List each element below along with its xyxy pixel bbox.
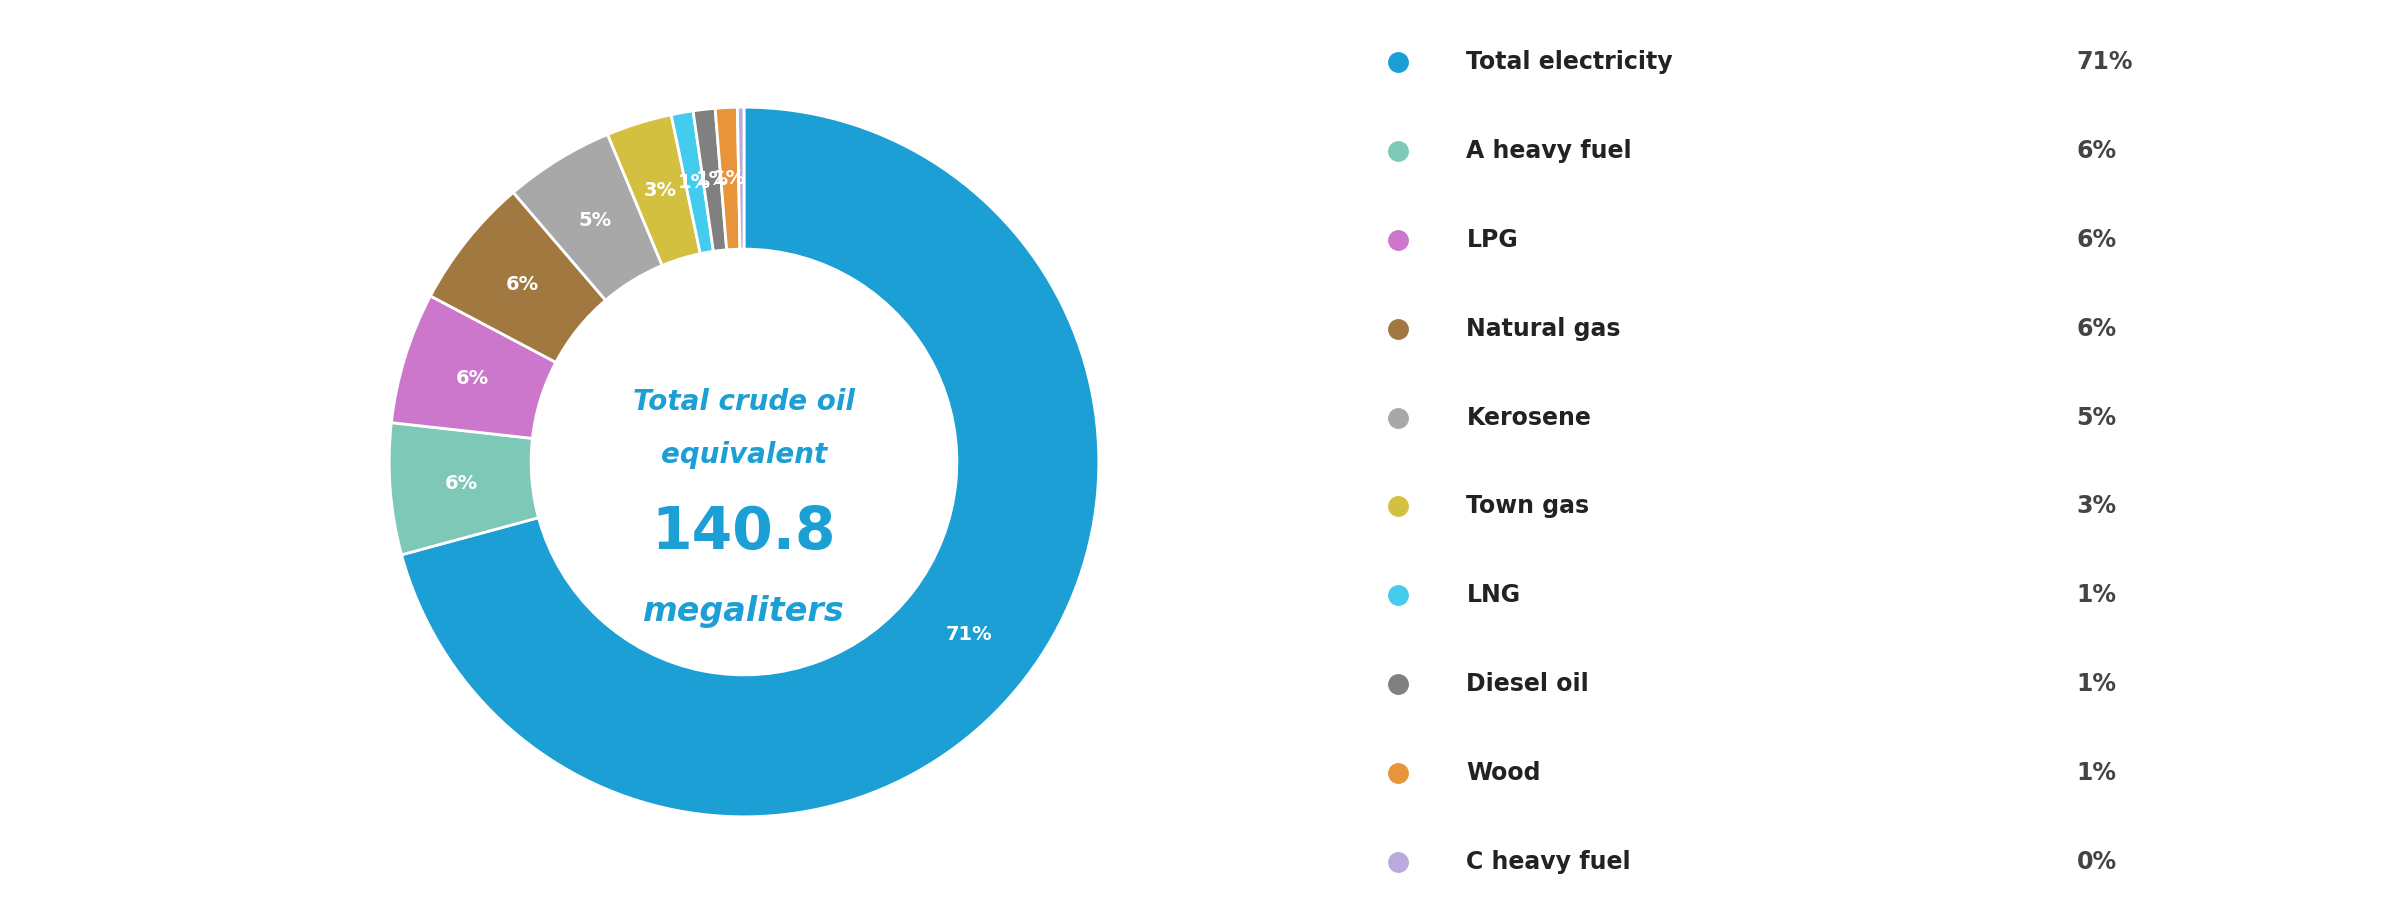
Text: 1%: 1% (2076, 583, 2117, 607)
Text: 5%: 5% (2076, 406, 2117, 430)
Text: Wood: Wood (1466, 760, 1541, 784)
Text: megaliters: megaliters (643, 594, 845, 627)
Text: 3%: 3% (643, 181, 677, 201)
Text: 6%: 6% (506, 275, 540, 294)
Text: 1%: 1% (696, 170, 730, 189)
Text: Total electricity: Total electricity (1466, 51, 1673, 75)
Wedge shape (391, 296, 557, 438)
Text: equivalent: equivalent (660, 441, 828, 468)
Wedge shape (514, 135, 662, 300)
Text: 6%: 6% (444, 474, 478, 493)
Text: Town gas: Town gas (1466, 494, 1589, 518)
Text: Diesel oil: Diesel oil (1466, 672, 1589, 696)
Wedge shape (607, 115, 701, 265)
Text: 1%: 1% (2076, 672, 2117, 696)
Text: C heavy fuel: C heavy fuel (1466, 849, 1632, 873)
Text: 6%: 6% (2076, 140, 2117, 164)
Text: 6%: 6% (2076, 317, 2117, 341)
Text: 140.8: 140.8 (653, 505, 835, 562)
Text: LPG: LPG (1466, 228, 1519, 252)
Text: 71%: 71% (946, 625, 994, 644)
Wedge shape (694, 108, 727, 251)
Text: Kerosene: Kerosene (1466, 406, 1591, 430)
Wedge shape (389, 422, 538, 554)
Text: Total crude oil: Total crude oil (634, 388, 854, 416)
Text: 1%: 1% (713, 169, 746, 188)
Text: 71%: 71% (2076, 51, 2134, 75)
Text: LNG: LNG (1466, 583, 1522, 607)
Wedge shape (430, 192, 605, 362)
Wedge shape (737, 107, 744, 249)
Wedge shape (401, 107, 1099, 817)
Text: 0%: 0% (2076, 849, 2117, 873)
Text: 6%: 6% (456, 369, 490, 388)
Text: 5%: 5% (578, 211, 612, 230)
Text: 1%: 1% (2076, 760, 2117, 784)
Text: 3%: 3% (2076, 494, 2117, 518)
Wedge shape (715, 107, 739, 249)
Text: 6%: 6% (2076, 228, 2117, 252)
Text: Natural gas: Natural gas (1466, 317, 1620, 341)
Wedge shape (672, 111, 713, 254)
Text: 1%: 1% (677, 173, 710, 192)
Text: A heavy fuel: A heavy fuel (1466, 140, 1632, 164)
